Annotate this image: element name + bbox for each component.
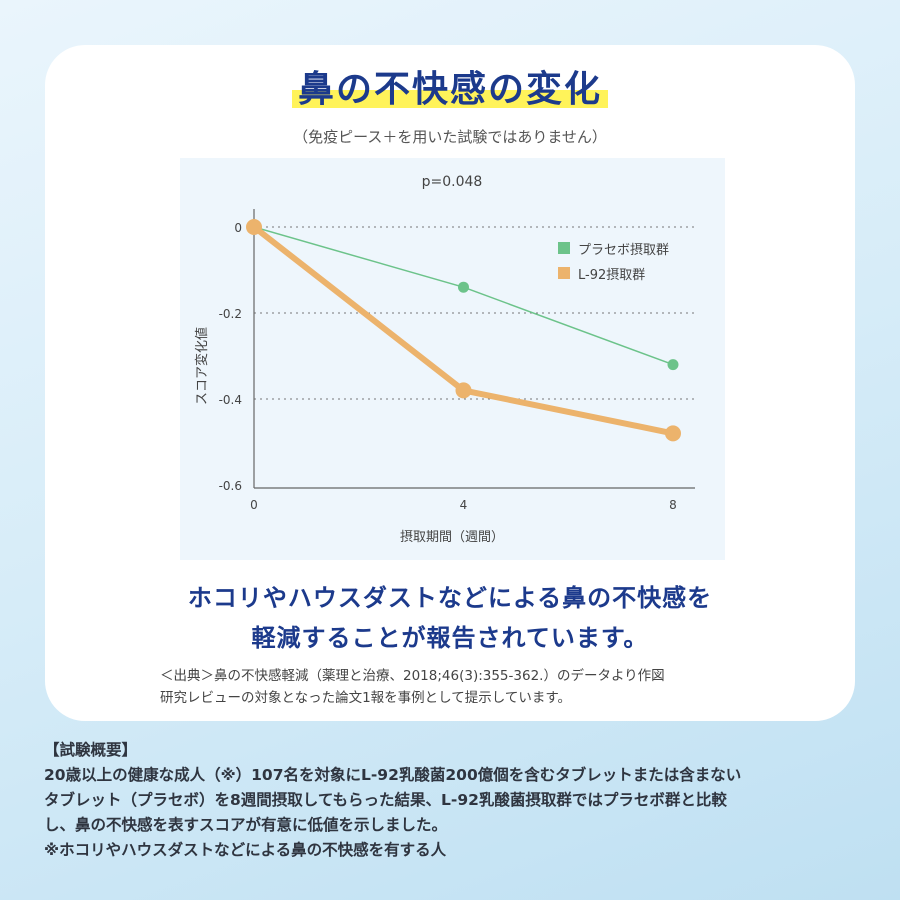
y-tick-label: -0.4 — [219, 393, 242, 407]
y-tick-label: -0.2 — [219, 307, 242, 321]
x-tick-label: 0 — [250, 498, 258, 512]
summary-line: し、鼻の不快感を表すスコアが有意に低値を示しました。 — [44, 816, 448, 834]
summary-heading: 【試験概要】 — [44, 741, 138, 759]
legend-swatch — [558, 242, 570, 254]
y-tick-label: 0 — [234, 221, 242, 235]
source-line-1: ＜出典＞鼻の不快感軽減（薬理と治療、2018;46(3):355-362.）のデ… — [160, 668, 665, 684]
legend-label: プラセボ摂取群 — [578, 242, 669, 258]
legend-label: L-92摂取群 — [578, 267, 645, 283]
summary-line: タブレット（プラセボ）を8週間摂取してもらった結果、L-92乳酸菌摂取群ではプラ… — [44, 791, 727, 809]
data-point — [665, 425, 681, 442]
line-chart: p=0.048 0 -0.2 -0.4 -0.6 0 4 8 摂取期間（週間） スコア変化値 プラセ… — [194, 174, 695, 545]
data-point — [246, 219, 262, 235]
data-point — [667, 359, 679, 371]
data-point — [458, 281, 469, 293]
chart-panel: p=0.048 0 -0.2 -0.4 -0.6 0 4 8 摂取期間（週間） スコア変化値 プラセ… — [180, 158, 725, 560]
message-line-1: ホコリやハウスダストなどによる鼻の不快感を — [187, 584, 713, 612]
summary-line: 20歳以上の健康な成人（※）107名を対象にL-92乳酸菌200億個を含むタブレ… — [44, 766, 742, 784]
legend-swatch — [558, 267, 570, 279]
p-value-annotation: p=0.048 — [422, 174, 483, 190]
y-axis-label: スコア変化値 — [194, 327, 210, 405]
x-tick-label: 8 — [669, 498, 677, 512]
trial-summary: 【試験概要】 20歳以上の健康な成人（※）107名を対象にL-92乳酸菌200億… — [44, 738, 741, 863]
y-tick-label: -0.6 — [219, 479, 242, 493]
page-title: 鼻の不快感の変化 — [291, 60, 608, 112]
subtitle: （免疫ピース＋を用いた試験ではありません） — [293, 128, 607, 146]
x-axis-label: 摂取期間（週間） — [400, 529, 504, 545]
message-line-2: 軽減することが報告されています。 — [251, 624, 649, 652]
source-line-2: 研究レビューの対象となった論文1報を事例として提示しています。 — [160, 690, 572, 706]
summary-line: ※ホコリやハウスダストなどによる鼻の不快感を有する人 — [44, 841, 447, 859]
x-tick-label: 4 — [460, 498, 468, 512]
data-point — [455, 382, 472, 399]
